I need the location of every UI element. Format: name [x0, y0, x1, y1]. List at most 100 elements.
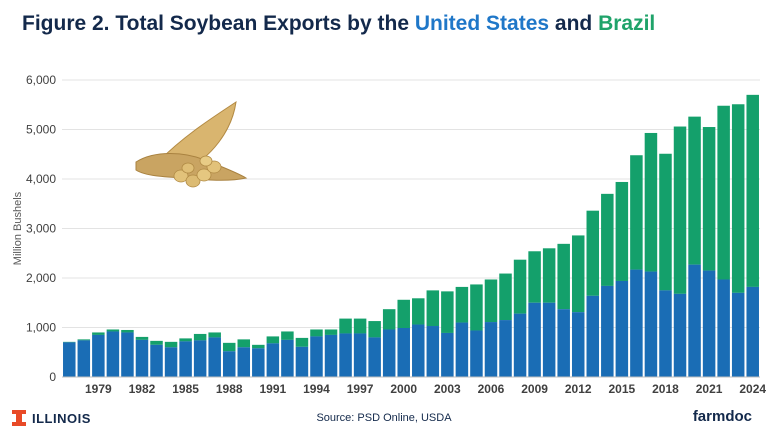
- bar-united-states: [92, 334, 105, 377]
- title-brazil: Brazil: [598, 12, 656, 35]
- bar-brazil: [702, 127, 716, 271]
- bar-brazil: [222, 342, 236, 352]
- bar-brazil: [470, 284, 483, 331]
- bar-brazil: [499, 273, 512, 321]
- bar-brazil: [412, 298, 425, 325]
- bar-united-states: [77, 340, 91, 377]
- bar-united-states: [702, 270, 716, 377]
- x-tick-label: 2015: [609, 382, 636, 396]
- bar-brazil: [644, 132, 658, 272]
- bar-united-states: [731, 292, 745, 377]
- bar-united-states: [368, 337, 381, 377]
- bar-brazil: [455, 286, 469, 323]
- x-tick-label: 1979: [85, 382, 112, 396]
- bar-united-states: [659, 290, 672, 377]
- bar-brazil: [484, 279, 498, 323]
- bar-united-states: [193, 340, 207, 377]
- bar-united-states: [499, 320, 512, 377]
- footer: ILLINOIS Source: PSD Online, USDA farmdo…: [0, 404, 768, 432]
- title-united-states: United States: [414, 12, 550, 35]
- bar-brazil: [310, 329, 323, 337]
- bar-united-states: [630, 269, 643, 377]
- y-tick-labels: 0 1,000 2,000 3,000 4,000 5,000 6,000: [26, 73, 56, 384]
- x-tick-label: 2003: [434, 382, 461, 396]
- bar-brazil: [295, 337, 309, 347]
- bar-brazil: [528, 251, 541, 303]
- bar-united-states: [222, 351, 236, 377]
- bar-united-states: [208, 337, 221, 377]
- y-tick-label: 1,000: [26, 321, 56, 335]
- bar-united-states: [426, 326, 440, 377]
- bar-brazil: [673, 126, 687, 294]
- bar-brazil: [717, 105, 730, 280]
- bar-brazil: [252, 344, 265, 349]
- bar-united-states: [324, 334, 338, 377]
- x-tick-label: 1988: [216, 382, 243, 396]
- y-tick-label: 6,000: [26, 73, 56, 87]
- bar-brazil: [164, 341, 178, 348]
- bar-brazil: [106, 329, 120, 332]
- bar-brazil: [121, 329, 134, 333]
- bar-brazil: [368, 321, 381, 338]
- bar-united-states: [746, 286, 759, 377]
- x-tick-label: 2021: [696, 382, 723, 396]
- bar-brazil: [353, 318, 367, 334]
- bar-united-states: [673, 293, 687, 377]
- bar-united-states: [179, 341, 192, 377]
- bar-brazil: [615, 181, 629, 281]
- x-tick-label: 2006: [478, 382, 505, 396]
- bar-brazil: [135, 336, 149, 340]
- bar-brazil: [397, 299, 410, 328]
- y-tick-label: 4,000: [26, 172, 56, 186]
- bar-united-states: [164, 347, 178, 377]
- title-and: and: [549, 12, 599, 35]
- bar-united-states: [586, 295, 600, 377]
- bar-brazil: [557, 243, 570, 310]
- y-tick-label: 2,000: [26, 271, 56, 285]
- bar-brazil: [630, 155, 643, 270]
- bar-united-states: [339, 333, 352, 377]
- bar-united-states: [252, 348, 265, 377]
- x-tick-labels: 1979 1982 1985 1988 1991 1994 1997 2000 2003 2006…: [85, 382, 766, 396]
- bar-united-states: [441, 332, 454, 377]
- bar-brazil: [92, 332, 105, 335]
- y-tick-label: 3,000: [26, 222, 56, 236]
- bar-brazil: [586, 210, 600, 296]
- bar-brazil: [441, 291, 454, 333]
- bar-united-states: [106, 331, 120, 377]
- bar-united-states: [121, 332, 134, 377]
- soybean-exports-chart: 0 1,000 2,000 3,000 4,000 5,000 6,000 1979 1982…: [12, 73, 766, 396]
- illinois-logo-text: ILLINOIS: [32, 410, 91, 426]
- farmdoc-logo: farmdoc: [692, 408, 752, 425]
- bar-brazil: [746, 94, 759, 287]
- bar-united-states: [237, 347, 251, 377]
- x-tick-label: 2018: [652, 382, 679, 396]
- bar-united-states: [397, 327, 410, 377]
- bar-united-states: [63, 342, 76, 377]
- x-tick-label: 1994: [303, 382, 330, 396]
- illinois-logo: ILLINOIS: [12, 410, 91, 426]
- bar-united-states: [470, 330, 483, 377]
- bar-brazil: [77, 339, 91, 341]
- block-i-icon: [12, 410, 26, 426]
- bar-brazil: [542, 248, 556, 303]
- bar-brazil: [179, 338, 192, 342]
- bar-brazil: [193, 333, 207, 341]
- title-prefix: Figure 2. Total Soybean Exports by the: [22, 12, 415, 35]
- bar-united-states: [295, 346, 309, 377]
- bar-united-states: [353, 333, 367, 377]
- bar-united-states: [644, 271, 658, 377]
- x-tick-label: 2012: [565, 382, 592, 396]
- bar-brazil: [571, 235, 585, 313]
- bar-brazil: [513, 259, 527, 314]
- x-tick-label: 2024: [739, 382, 766, 396]
- bar-united-states: [571, 312, 585, 377]
- x-tick-label: 1982: [129, 382, 156, 396]
- bar-united-states: [150, 344, 163, 377]
- bar-brazil: [659, 153, 672, 291]
- y-axis-label: Million Bushels: [12, 191, 24, 265]
- bar-brazil: [688, 116, 701, 265]
- bar-brazil: [150, 340, 163, 345]
- bar-brazil: [382, 309, 396, 330]
- bar-united-states: [310, 336, 323, 377]
